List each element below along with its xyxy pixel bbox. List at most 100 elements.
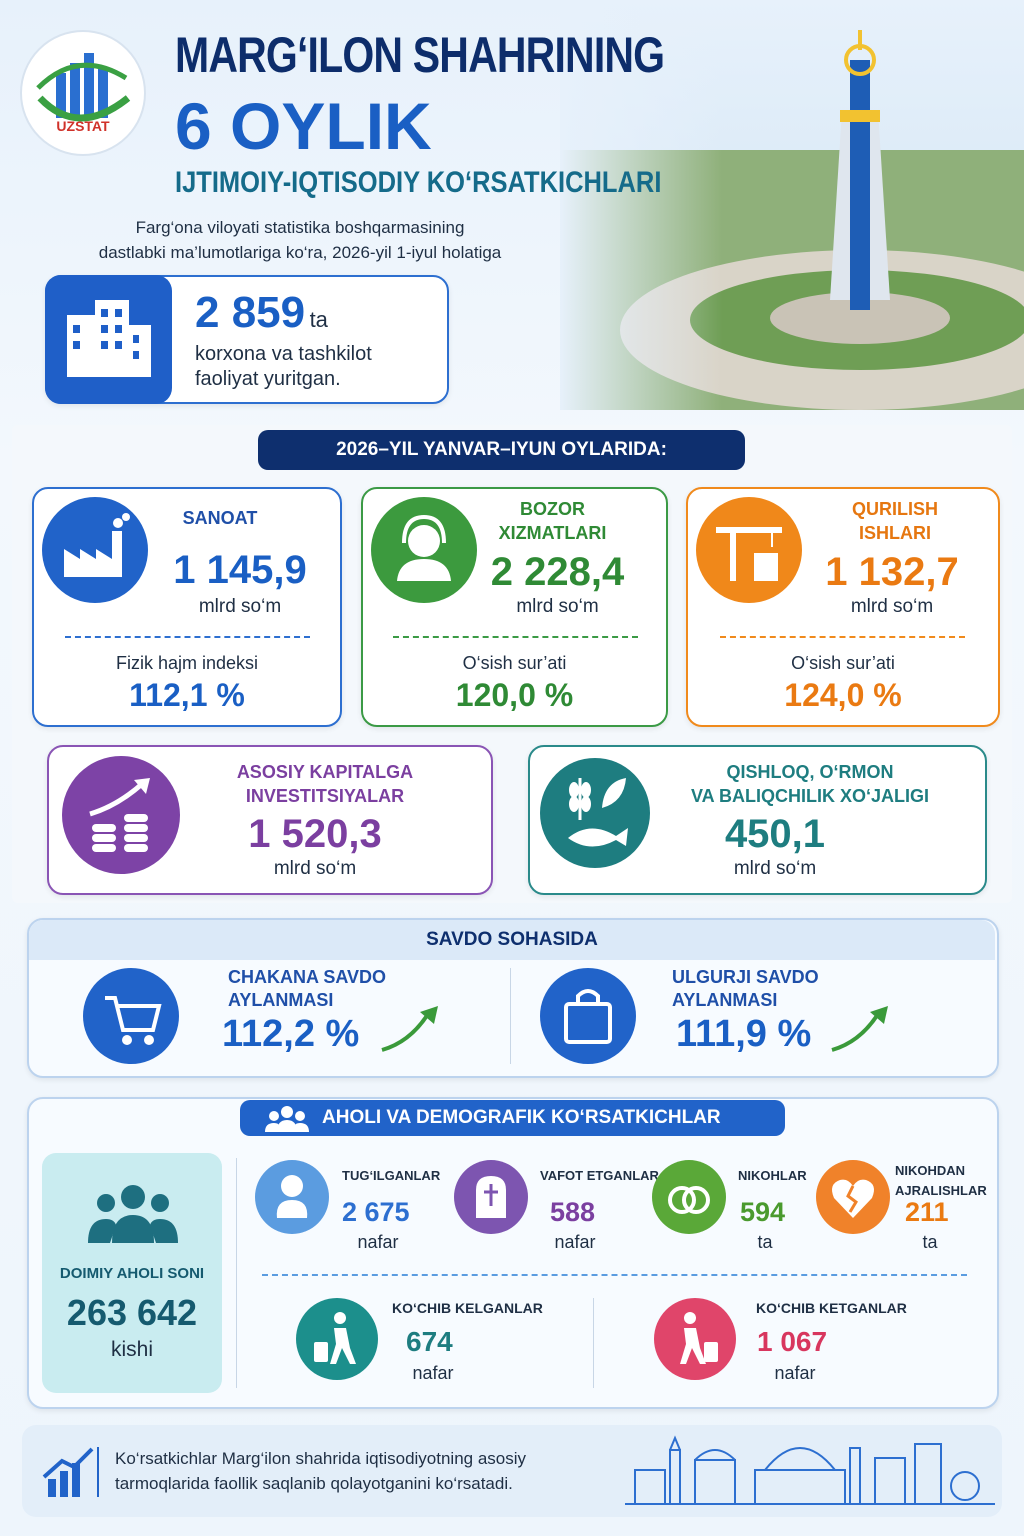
migration-label: KO‘CHIB KETGANLAR (756, 1300, 907, 1316)
trade-divider (510, 968, 511, 1064)
migration-unit: nafar (412, 1363, 454, 1383)
enterprise-count: 2 859 ta (195, 288, 328, 338)
baby-glyph (276, 1175, 308, 1218)
sector-title-line: QISHLOQ, O‘RMON (726, 762, 894, 782)
marriage-icon (652, 1160, 726, 1234)
sector-value: 1 145,9 (173, 548, 307, 592)
migration-value: 674 (406, 1326, 453, 1357)
trade-label-line: AYLANMASI (672, 990, 778, 1010)
investment-icon (62, 756, 180, 874)
enterprise-text-line: korxona va tashkilot (195, 343, 372, 365)
sector-value: 1 132,7 (825, 550, 959, 594)
trade-label: ULGURJI SAVDO AYLANMASI (672, 966, 819, 1012)
title-line-2: 6 OYLIK (175, 89, 432, 163)
sector-value: 450,1 (724, 812, 826, 856)
period-banner: 2026–YIL YANVAR–IYUN OYLARIDA: (258, 430, 745, 470)
sector-title: ASOSIY KAPITALGA INVESTITSIYALAR (200, 760, 450, 808)
title-line-1: MARG‘ILON SHAHRINING (175, 27, 665, 83)
crane-icon (696, 497, 802, 603)
sector-title-line: ISHLARI (859, 523, 931, 543)
population-unit: kishi (110, 1338, 153, 1361)
sector-title-line: BOZOR (520, 499, 585, 519)
uzstat-logo (20, 30, 146, 156)
event-unit: ta (757, 1232, 773, 1252)
migration-label: KO‘CHIB KELGANLAR (392, 1300, 543, 1316)
people-icon (265, 1106, 309, 1132)
sector-sub-label: Fizik hajm indeksi (115, 653, 259, 673)
sector-title-line: ASOSIY KAPITALGA (236, 762, 414, 782)
building-icon (45, 275, 172, 404)
source-line: Farg‘ona viloyati statistika boshqarmasi… (135, 218, 465, 237)
source-note: Farg‘ona viloyati statistika boshqarmasi… (30, 215, 570, 265)
rings-glyph (668, 1186, 710, 1214)
sector-unit: mlrd so‘m (273, 858, 357, 879)
event-label-line: NIKOHDAN (895, 1163, 966, 1178)
sector-title: SANOAT (182, 508, 258, 528)
sector-title-line: QURILISH (851, 499, 938, 519)
sector-value: 2 228,4 (490, 550, 625, 594)
sector-sub-label: O‘sish sur’ati (791, 653, 895, 673)
footer-text: Ko‘rsatkichlar Marg‘ilon shahrida iqtiso… (115, 1446, 526, 1496)
city-illustration (560, 0, 1024, 410)
sector-title-line: INVESTITSIYALAR (245, 786, 405, 806)
event-label-line: AJRALISHLAR (895, 1183, 987, 1198)
event-label: TUG‘ILGANLAR (342, 1168, 441, 1183)
sector-unit: mlrd so‘m (198, 596, 282, 617)
traveler-glyph (314, 1312, 356, 1364)
population-label: DOIMIY AHOLI SONI (59, 1265, 205, 1282)
bag-icon (540, 968, 636, 1064)
enterprise-unit: ta (309, 307, 328, 332)
enterprise-text-line: faoliyat yuritgan. (195, 368, 341, 390)
service-icon (371, 497, 477, 603)
factory-icon (42, 497, 148, 603)
population-value: 263 642 (66, 1292, 198, 1333)
sector-unit: mlrd so‘m (850, 596, 934, 617)
traveler-glyph (680, 1312, 718, 1364)
event-value: 211 (905, 1197, 949, 1227)
migration-divider (593, 1298, 594, 1388)
sector-sub-label: O‘sish sur’ati (462, 653, 567, 673)
sector-value: 1 520,3 (248, 812, 382, 856)
demography-banner (240, 1100, 785, 1136)
sector-unit: mlrd so‘m (733, 858, 817, 879)
logo-text: UZSTAT (56, 118, 110, 134)
sector-title-line: XIZMATLARI (498, 523, 607, 543)
enterprise-value: 2 859 (195, 288, 306, 337)
demography-title: AHOLI VA DEMOGRAFIK KO‘RSATKICHLAR (322, 1107, 721, 1128)
source-line: dastlabki ma’lumotlariga ko‘ra, 2026-yil… (98, 243, 502, 262)
sector-title-line: VA BALIQCHILIK XO‘JALIGI (690, 786, 929, 806)
sector-unit: mlrd so‘m (516, 596, 599, 617)
footer-line: Ko‘rsatkichlar Marg‘ilon shahrida iqtiso… (115, 1449, 527, 1468)
chart-icon (42, 1447, 99, 1497)
enterprise-text: korxona va tashkilot faoliyat yuritgan. (195, 342, 372, 392)
broken-heart-glyph (832, 1179, 874, 1218)
population-icon (88, 1185, 178, 1243)
trade-label-line: AYLANMASI (228, 990, 334, 1010)
trade-value: 112,2 % (222, 1013, 360, 1055)
event-unit: ta (922, 1232, 938, 1252)
sector-sub-value: 120,0 % (455, 677, 574, 713)
event-unit: nafar (554, 1232, 596, 1252)
trade-title: SAVDO SOHASIDA (29, 920, 995, 960)
divider (720, 636, 965, 638)
event-label: NIKOHDAN AJRALISHLAR (895, 1161, 987, 1201)
sector-sub-value: 124,0 % (784, 677, 902, 713)
divider (65, 636, 310, 638)
migration-value: 1 067 (757, 1326, 828, 1357)
event-label: VAFOT ETGANLAR (540, 1168, 659, 1183)
trade-label: CHAKANA SAVDO AYLANMASI (228, 966, 386, 1012)
growth-arrow (831, 1006, 888, 1052)
event-value: 594 (740, 1197, 786, 1227)
cart-icon (83, 968, 179, 1064)
trade-label-line: CHAKANA SAVDO (228, 967, 387, 987)
event-unit: nafar (357, 1232, 399, 1252)
demography-divider (236, 1158, 237, 1388)
title-line-3: IJTIMOIY-IQTISODIY KO‘RSATKICHLARI (175, 166, 662, 199)
sector-sub-value: 112,1 % (129, 677, 245, 713)
agriculture-icon (540, 758, 650, 868)
skyline-illustration (625, 1435, 995, 1505)
sector-title: QISHLOQ, O‘RMON VA BALIQCHILIK XO‘JALIGI (660, 760, 960, 808)
sector-title: BOZOR XIZMATLARI (480, 497, 625, 545)
footer-line: tarmoqlarida faollik saqlanib qolayotgan… (115, 1474, 513, 1493)
